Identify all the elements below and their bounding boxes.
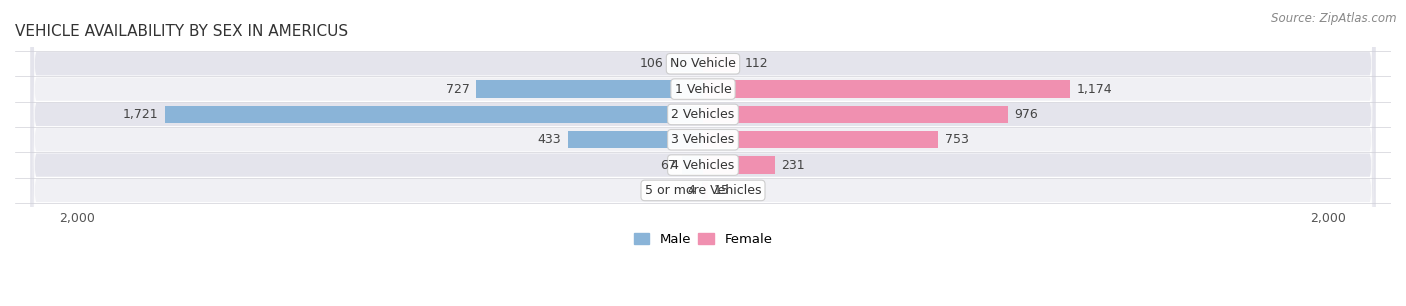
- Text: No Vehicle: No Vehicle: [671, 57, 735, 70]
- Text: VEHICLE AVAILABILITY BY SEX IN AMERICUS: VEHICLE AVAILABILITY BY SEX IN AMERICUS: [15, 24, 349, 39]
- Text: 15: 15: [714, 184, 730, 197]
- Bar: [669, 55, 703, 73]
- FancyBboxPatch shape: [31, 0, 1375, 306]
- Text: 433: 433: [537, 133, 561, 146]
- Text: 4 Vehicles: 4 Vehicles: [672, 159, 734, 172]
- Text: 5 or more Vehicles: 5 or more Vehicles: [645, 184, 761, 197]
- FancyBboxPatch shape: [31, 0, 1375, 306]
- Text: 753: 753: [945, 133, 969, 146]
- Text: 112: 112: [744, 57, 768, 70]
- FancyBboxPatch shape: [31, 0, 1375, 306]
- Bar: [703, 131, 938, 148]
- Text: Source: ZipAtlas.com: Source: ZipAtlas.com: [1271, 12, 1396, 25]
- Text: 231: 231: [782, 159, 806, 172]
- Bar: [475, 80, 703, 98]
- Bar: [703, 182, 707, 199]
- Text: 727: 727: [446, 83, 470, 95]
- Text: 67: 67: [659, 159, 676, 172]
- Text: 976: 976: [1015, 108, 1038, 121]
- Bar: [703, 55, 738, 73]
- Bar: [165, 106, 703, 123]
- Bar: [703, 106, 1008, 123]
- FancyBboxPatch shape: [31, 0, 1375, 306]
- Text: 1 Vehicle: 1 Vehicle: [675, 83, 731, 95]
- Text: 3 Vehicles: 3 Vehicles: [672, 133, 734, 146]
- Text: 4: 4: [688, 184, 696, 197]
- Bar: [568, 131, 703, 148]
- Text: 1,721: 1,721: [122, 108, 159, 121]
- Bar: [703, 156, 775, 174]
- FancyBboxPatch shape: [31, 0, 1375, 306]
- Text: 106: 106: [640, 57, 664, 70]
- FancyBboxPatch shape: [31, 0, 1375, 306]
- Bar: [703, 80, 1070, 98]
- Text: 1,174: 1,174: [1077, 83, 1112, 95]
- Legend: Male, Female: Male, Female: [628, 228, 778, 251]
- Bar: [682, 156, 703, 174]
- Text: 2 Vehicles: 2 Vehicles: [672, 108, 734, 121]
